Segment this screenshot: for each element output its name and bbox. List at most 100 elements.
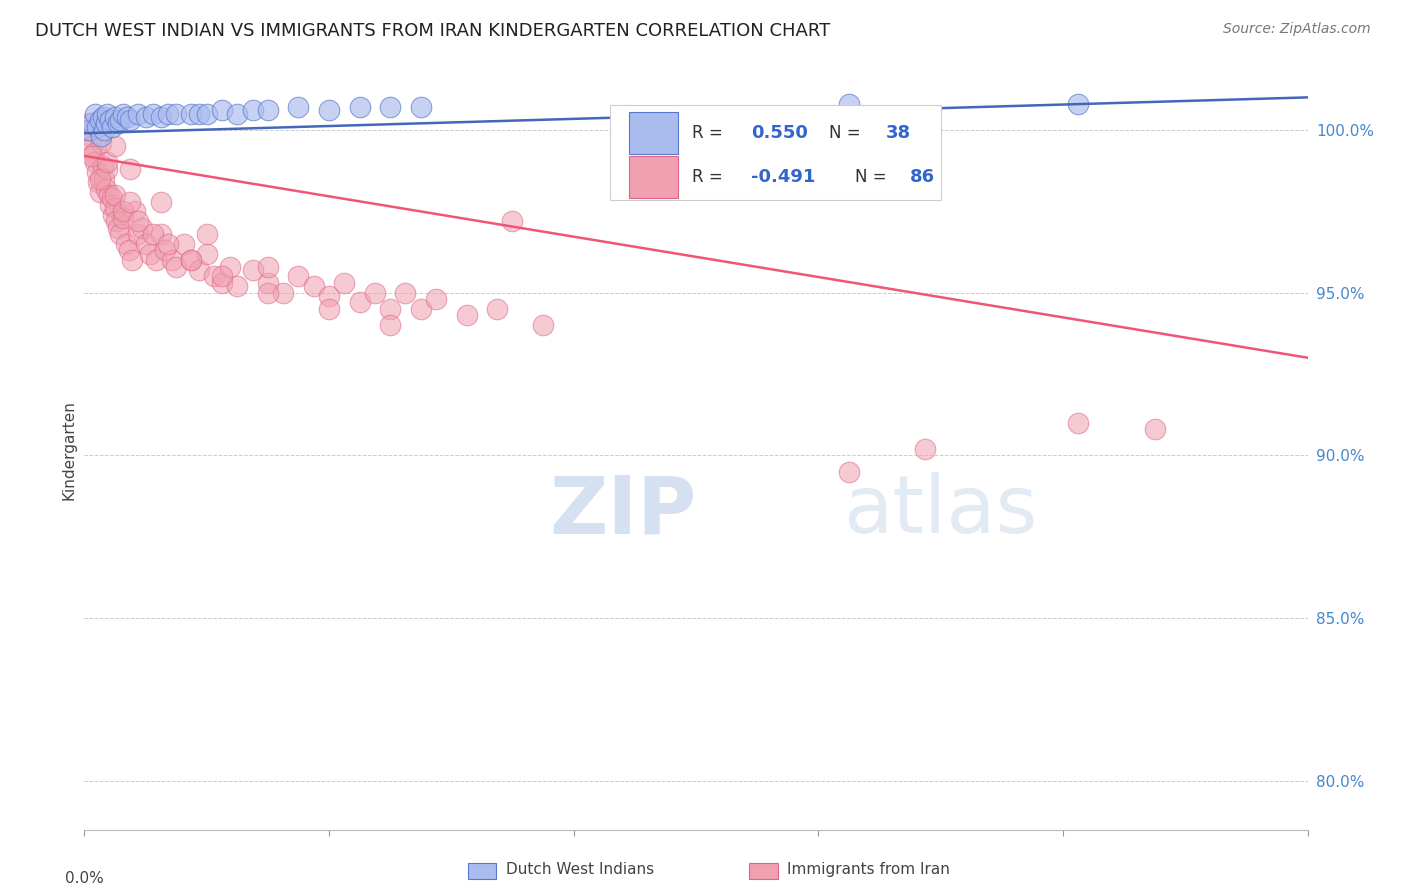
Point — [456, 309, 478, 323]
Point — [242, 263, 264, 277]
Point — [80, 116, 103, 130]
Point — [157, 236, 180, 251]
Point — [97, 188, 120, 202]
Point — [90, 136, 112, 150]
Point — [195, 227, 218, 241]
Point — [155, 244, 177, 258]
Text: R =: R = — [692, 169, 728, 186]
Point — [89, 185, 111, 199]
Point — [1067, 416, 1090, 430]
Point — [226, 106, 249, 120]
Point — [409, 301, 432, 316]
Point — [105, 214, 128, 228]
Point — [1143, 422, 1166, 436]
Point — [380, 301, 402, 316]
Point — [180, 106, 202, 120]
Point — [98, 198, 121, 212]
Point — [157, 106, 180, 120]
Point — [302, 279, 325, 293]
Point — [1067, 96, 1090, 111]
Point — [188, 106, 211, 120]
Point — [135, 236, 157, 251]
Point — [94, 181, 117, 195]
Point — [108, 227, 131, 241]
Point — [131, 220, 153, 235]
Point — [80, 139, 103, 153]
Text: ZIP: ZIP — [550, 472, 696, 550]
Point — [104, 188, 127, 202]
Point — [318, 301, 340, 316]
Text: DUTCH WEST INDIAN VS IMMIGRANTS FROM IRAN KINDERGARTEN CORRELATION CHART: DUTCH WEST INDIAN VS IMMIGRANTS FROM IRA… — [35, 22, 831, 40]
Text: R =: R = — [692, 124, 728, 142]
Point — [257, 260, 280, 274]
Point — [149, 110, 172, 124]
Point — [271, 285, 294, 300]
Point — [108, 113, 131, 128]
Point — [195, 246, 218, 260]
Point — [349, 100, 371, 114]
Point — [111, 204, 134, 219]
Text: Source: ZipAtlas.com: Source: ZipAtlas.com — [1223, 22, 1371, 37]
Point — [76, 123, 98, 137]
Point — [394, 285, 416, 300]
Point — [165, 260, 187, 274]
Point — [96, 155, 118, 169]
Point — [101, 191, 124, 205]
Point — [149, 194, 172, 209]
Point — [96, 161, 118, 176]
Point — [91, 113, 114, 128]
Point — [77, 123, 100, 137]
Point — [91, 159, 114, 173]
Point — [257, 276, 280, 290]
Point — [409, 100, 432, 114]
Point — [77, 116, 100, 130]
Point — [111, 211, 134, 225]
Point — [318, 289, 340, 303]
Point — [318, 103, 340, 118]
Point — [380, 100, 402, 114]
Point — [127, 214, 149, 228]
Point — [120, 161, 142, 176]
Text: -0.491: -0.491 — [751, 169, 815, 186]
Text: 86: 86 — [910, 169, 935, 186]
Point — [364, 285, 387, 300]
Point — [86, 120, 108, 134]
Point — [107, 116, 129, 130]
Text: Immigrants from Iran: Immigrants from Iran — [787, 863, 950, 877]
Text: atlas: atlas — [842, 472, 1038, 550]
Point — [118, 244, 141, 258]
Point — [89, 171, 111, 186]
Point — [89, 113, 111, 128]
Point — [502, 214, 524, 228]
Point — [104, 201, 127, 215]
Point — [202, 269, 225, 284]
Point — [380, 318, 402, 333]
Point — [84, 106, 107, 120]
Point — [180, 253, 202, 268]
Point — [211, 269, 233, 284]
Point — [257, 285, 280, 300]
Text: 0.550: 0.550 — [751, 124, 808, 142]
Point — [86, 165, 108, 179]
Point — [135, 110, 157, 124]
Point — [79, 129, 101, 144]
Point — [101, 120, 124, 134]
Point — [188, 263, 211, 277]
Point — [349, 295, 371, 310]
Point — [139, 246, 162, 260]
Point — [120, 194, 142, 209]
Point — [87, 175, 110, 189]
Point — [242, 103, 264, 118]
Text: 0.0%: 0.0% — [65, 871, 104, 887]
Point — [165, 106, 187, 120]
Point — [127, 106, 149, 120]
Point — [91, 110, 114, 124]
Point — [226, 279, 249, 293]
Point — [90, 129, 112, 144]
Bar — [628, 156, 678, 198]
Point — [83, 145, 105, 160]
Point — [173, 236, 195, 251]
Point — [115, 110, 138, 124]
Point — [145, 253, 167, 268]
Point — [124, 204, 146, 219]
